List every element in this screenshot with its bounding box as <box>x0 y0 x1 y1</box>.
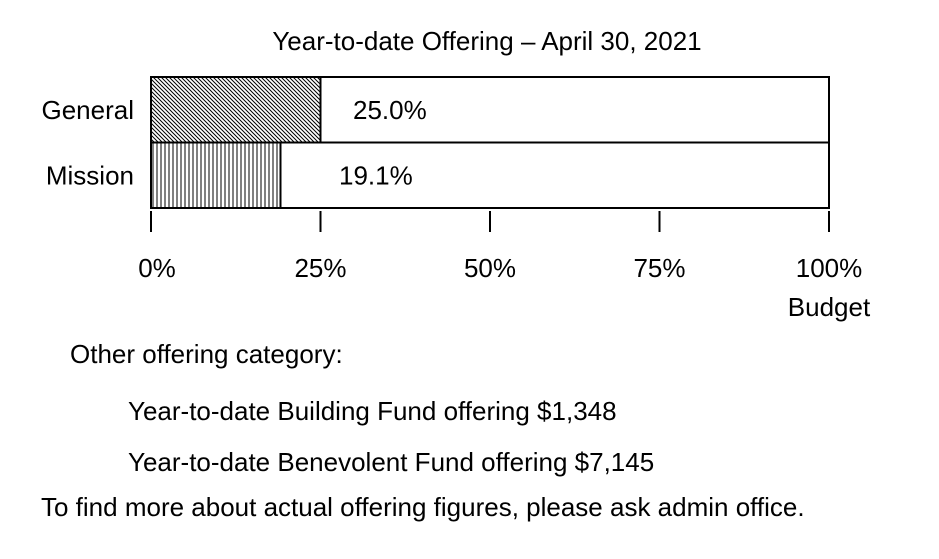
x-tick-label-25: 25% <box>294 253 346 283</box>
x-tick-label-100: 100% <box>796 253 863 283</box>
category-label-mission: Mission <box>46 160 134 190</box>
x-tick-label-75: 75% <box>633 253 685 283</box>
value-label-mission: 19.1% <box>339 160 413 190</box>
building-fund-note: Year-to-date Building Fund offering $1,3… <box>128 396 617 426</box>
value-label-general: 25.0% <box>353 95 427 125</box>
x-tick-label-0: 0% <box>138 253 176 283</box>
chart-title: Year-to-date Offering – April 30, 2021 <box>272 26 701 56</box>
benevolent-fund-note: Year-to-date Benevolent Fund offering $7… <box>128 447 655 477</box>
footer-note: To find more about actual offering figur… <box>41 492 805 522</box>
category-label-general: General <box>42 95 135 125</box>
x-axis-label: Budget <box>788 292 871 322</box>
x-tick-label-50: 50% <box>464 253 516 283</box>
chart: Year-to-date Offering – April 30, 2021 G… <box>42 26 871 322</box>
bar-mission <box>150 141 282 209</box>
other-category-heading: Other offering category: <box>70 339 343 369</box>
bar-general <box>150 76 322 144</box>
